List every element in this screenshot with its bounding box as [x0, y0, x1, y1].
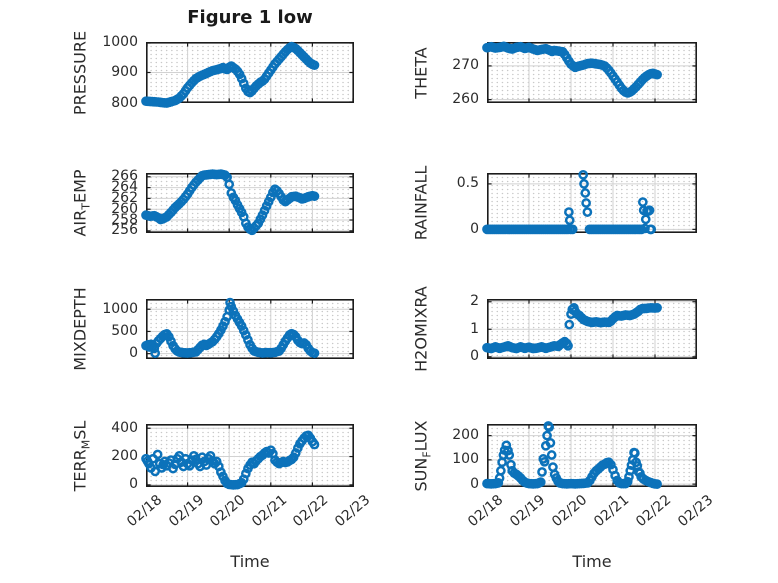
ytick-label: 270 — [452, 57, 479, 74]
chart-canvas — [482, 41, 697, 104]
ytick-label: 1 — [470, 320, 479, 337]
ylabel-text: H2OMIXRA — [411, 286, 431, 372]
xtick-label: 02/22 — [290, 492, 332, 531]
y-axis-label-rainfall: RAINFALL — [412, 166, 431, 241]
chart-canvas — [482, 299, 697, 360]
ytick-label: 500 — [111, 322, 138, 339]
y-axis-label-theta: THETA — [412, 47, 431, 98]
subplot-air-temp: 256 258 260 262 264 266 AIRTEMP — [71, 169, 354, 238]
ytick-label: 200 — [111, 448, 138, 465]
y-axis-label-sun_flux: SUNFLUX — [411, 420, 434, 491]
xtick-label: 02/19 — [165, 492, 207, 531]
scatter-points — [482, 41, 662, 98]
chart-canvas — [141, 41, 354, 108]
ytick-label: 1000 — [102, 300, 138, 317]
ytick-label: 100 — [452, 451, 479, 468]
axes-border — [487, 42, 697, 104]
ylabel-text: TERR — [70, 448, 90, 491]
ylabel-text: SL — [70, 420, 90, 440]
scatter-points — [482, 421, 662, 489]
ylabel-text: SUN — [411, 457, 431, 491]
ylabel-text: RAINFALL — [411, 165, 431, 241]
axis-ticks — [146, 42, 354, 103]
major-grid — [487, 173, 697, 233]
subplot-theta: 260 270 THETA — [412, 41, 697, 107]
y-axis-label-mixdepth: MIXDEPTH — [71, 287, 90, 370]
chart-canvas — [482, 169, 697, 235]
ytick-label: 0 — [129, 476, 138, 493]
xtick-label: 02/18 — [124, 492, 166, 531]
y-axis-label-air_temp: AIRTEMP — [70, 169, 93, 237]
ytick-label: 0 — [470, 348, 479, 365]
ylabel-text: EMP — [70, 169, 90, 204]
ylabel-text: MIXDEPTH — [70, 287, 90, 371]
scatter-points — [482, 169, 657, 235]
axis-ticks — [487, 299, 697, 359]
ytick-label: 0.5 — [456, 175, 479, 192]
figure-title: Figure 1 low — [187, 7, 313, 28]
y-axis-label-terr_msl: TERRMSL — [70, 420, 93, 491]
axes-border — [487, 173, 697, 234]
axes-border — [146, 299, 354, 360]
ylabel-text: AIR — [70, 209, 90, 237]
axes-border — [487, 299, 697, 360]
ytick-label: 264 — [111, 179, 138, 196]
ytick-label: 0 — [470, 475, 479, 492]
ytick-label: 200 — [452, 427, 479, 444]
ytick-label: 266 — [111, 168, 138, 185]
chart-canvas — [482, 421, 697, 489]
ytick-label: 1000 — [102, 33, 138, 50]
ytick-label: 900 — [111, 64, 138, 80]
ytick-label: 260 — [111, 200, 138, 217]
scatter-points — [141, 297, 320, 359]
xtick-label: 02/21 — [248, 492, 291, 531]
ytick-label: 260 — [452, 91, 479, 108]
xtick-label: 02/18 — [465, 492, 507, 531]
time-axis-label-left: Time — [230, 552, 270, 571]
subplot-h2omixra: 0 1 2 H2OMIXRA — [412, 286, 697, 372]
xtick-label: 02/20 — [549, 492, 591, 531]
scatter-points — [141, 41, 320, 108]
ylabel-text: LUX — [411, 420, 431, 451]
subplot-mixdepth: 0 500 1000 MIXDEPTH — [71, 287, 354, 371]
ylabel-subscript: F — [420, 450, 434, 458]
axis-ticks — [146, 173, 354, 233]
ytick-label: 262 — [111, 189, 138, 206]
ytick-label: 400 — [111, 419, 138, 436]
scatter-points — [141, 430, 320, 490]
axes-border — [487, 424, 697, 488]
xtick-label: 02/19 — [507, 492, 549, 531]
scatter-points — [482, 302, 662, 354]
xtick-label: 02/23 — [332, 492, 374, 531]
ylabel-subscript: M — [79, 439, 93, 449]
axis-ticks — [487, 173, 697, 233]
ylabel-text: PRESSURE — [70, 30, 90, 115]
ytick-label: 800 — [111, 94, 138, 111]
subplot-sun-flux: 0 100 200 SUNFLUX 02/18 02/19 02/20 02/21 02/22 0… — [412, 420, 717, 530]
y-axis-label-h2omixra: H2OMIXRA — [412, 286, 431, 372]
xtick-label: 02/23 — [675, 492, 717, 531]
ytick-label: 2 — [470, 293, 479, 310]
xtick-label: 02/22 — [633, 492, 675, 531]
subplot-rainfall: 0 0.5 RAINFALL — [412, 166, 697, 240]
subplot-pressure: 800 900 1000 PRESSURE — [71, 30, 354, 115]
subplot-terr-msl: 0 200 400 TERRMSL 02/18 02/19 02/20 02/21 02/22 0… — [71, 420, 374, 530]
chart-canvas — [141, 424, 354, 490]
chart-canvas — [141, 169, 354, 236]
ylabel-text: THETA — [411, 46, 431, 99]
xtick-label: 02/21 — [591, 492, 633, 531]
ytick-label: 256 — [111, 222, 138, 239]
xtick-label: 02/20 — [207, 492, 249, 531]
chart-canvas — [141, 297, 354, 360]
time-axis-label-right: Time — [572, 552, 612, 571]
ytick-label: 0 — [129, 345, 138, 362]
scatter-points — [141, 169, 320, 236]
ytick-label: 258 — [111, 211, 138, 228]
ylabel-subscript: T — [79, 203, 93, 210]
ytick-label: 0 — [470, 220, 479, 237]
y-axis-label-pressure: PRESSURE — [71, 30, 90, 114]
